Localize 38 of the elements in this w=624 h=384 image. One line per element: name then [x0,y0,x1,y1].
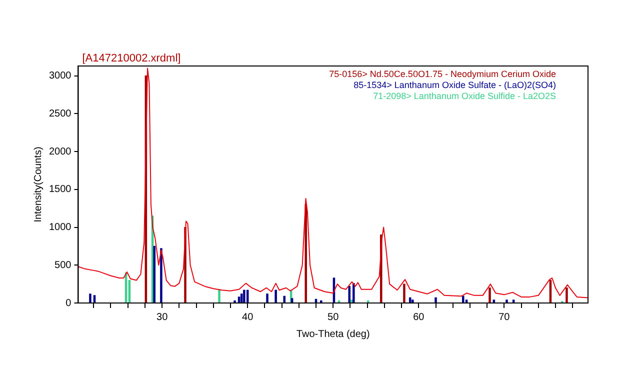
bar [89,294,92,303]
bar [153,246,156,303]
y-tick-label: 1500 [48,184,72,196]
x-tick-label: 70 [498,312,510,323]
bar [304,204,307,303]
text: 71-2098> Lanthanum Oxide Sulfide - La2O2S [373,90,556,101]
bar [283,296,286,303]
text: 75-0156> Nd.50Ce.50O1.75 - Neodymium Cerium Oxide [329,68,556,79]
y-tick-label: 2500 [48,108,72,120]
bar [218,289,220,303]
y-tick-label: 0 [66,298,72,309]
y-tick-label: 500 [54,260,72,271]
bar [348,286,351,303]
bar [412,300,414,303]
y-tick-label: 1000 [48,222,72,234]
x-axis-title: Two-Theta (deg) [296,328,370,340]
bar [462,296,464,303]
bar [243,290,246,303]
x-tick-label: 30 [156,312,168,323]
x-tick-label: 50 [328,312,340,323]
bar [506,300,508,303]
bar [266,294,268,303]
y-tick-label: 2000 [48,146,72,158]
bar [488,288,491,303]
bar [160,248,162,303]
bar [320,300,322,303]
bar [274,290,277,303]
x-tick-label: 60 [413,312,425,323]
bar [234,300,236,303]
bar [403,284,406,303]
text: 85-1534> Lanthanum Oxide Sulfate - (LaO)2(SO4) [354,80,556,90]
x-tick-label: 40 [242,312,254,323]
bar [434,297,437,303]
bar [352,282,355,303]
y-axis-title: Intensity(Counts) [32,146,44,222]
chart-title: [A147210002.xrdml] [82,52,181,65]
bar [566,288,568,303]
y-tick-label: 3000 [48,70,72,82]
